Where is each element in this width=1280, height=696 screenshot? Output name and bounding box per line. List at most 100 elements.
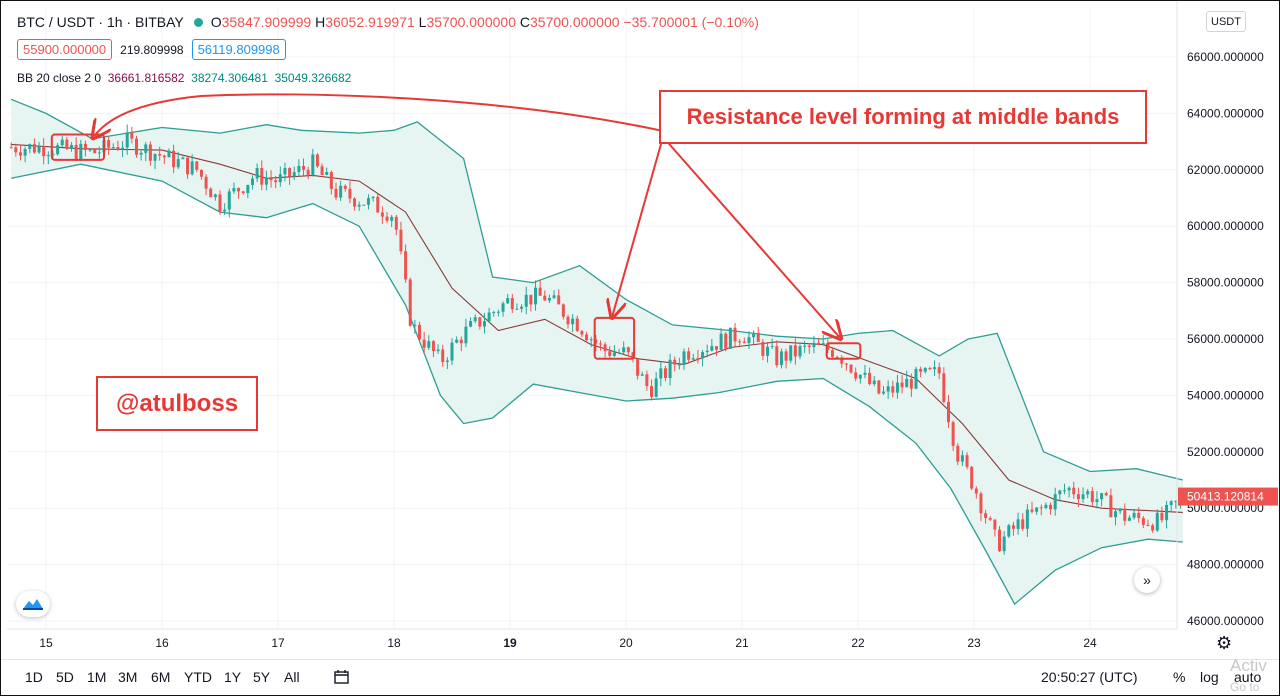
candle-body bbox=[227, 191, 231, 210]
candle-body bbox=[181, 157, 185, 160]
range-1y-button[interactable]: 1Y bbox=[224, 669, 242, 685]
candle-body bbox=[144, 144, 148, 153]
gear-icon[interactable]: ⚙ bbox=[1216, 633, 1233, 653]
buy-button[interactable]: 56119.809998 bbox=[191, 39, 286, 60]
candle-body bbox=[195, 161, 199, 170]
symbol-title[interactable]: BTC / USDT · 1h · BITBAY bbox=[17, 14, 184, 30]
candle-body bbox=[478, 317, 482, 327]
candle-body bbox=[612, 352, 616, 356]
candle-body bbox=[422, 339, 426, 348]
candle-body bbox=[366, 198, 370, 205]
candle-body bbox=[88, 149, 92, 151]
candle-body bbox=[107, 140, 111, 148]
candle-body bbox=[1155, 512, 1159, 531]
auto-toggle[interactable]: auto bbox=[1234, 669, 1262, 685]
candle-body bbox=[413, 324, 417, 326]
tradingview-logo-icon[interactable] bbox=[16, 591, 50, 617]
candle-body bbox=[496, 311, 500, 313]
currency-badge[interactable]: USDT bbox=[1206, 11, 1246, 32]
candle-body bbox=[1090, 491, 1094, 503]
candle-body bbox=[626, 347, 630, 353]
candle-body bbox=[974, 488, 978, 494]
candle-body bbox=[650, 386, 654, 397]
range-1d-button[interactable]: 1D bbox=[25, 669, 43, 685]
candle-body bbox=[779, 351, 783, 366]
candle-body bbox=[1123, 508, 1127, 521]
candle-body bbox=[598, 343, 602, 345]
range-1m-button[interactable]: 1M bbox=[87, 669, 107, 685]
percent-toggle[interactable]: % bbox=[1173, 669, 1186, 685]
candle-body bbox=[571, 318, 575, 325]
candle-body bbox=[984, 513, 988, 519]
indicator-legend[interactable]: BB 20 close 2 0 36661.816582 38274.30648… bbox=[17, 71, 351, 85]
sell-button[interactable]: 55900.000000 bbox=[17, 39, 113, 60]
candle-body bbox=[942, 373, 946, 402]
candle-body bbox=[176, 159, 180, 168]
candle-body bbox=[1169, 501, 1173, 505]
log-toggle[interactable]: log bbox=[1200, 669, 1219, 685]
candle-body bbox=[167, 150, 171, 158]
candle-body bbox=[705, 350, 709, 353]
candle-body bbox=[956, 445, 960, 462]
price-tick-label: 54000.000000 bbox=[1187, 388, 1264, 402]
candle-body bbox=[854, 372, 858, 379]
range-5y-button[interactable]: 5Y bbox=[253, 669, 271, 685]
candle-body bbox=[1076, 494, 1080, 500]
candle-body bbox=[654, 378, 658, 397]
high-label: H bbox=[315, 14, 326, 30]
candle-body bbox=[1058, 490, 1062, 495]
trade-row: 55900.000000 219.809998 56119.809998 bbox=[17, 39, 286, 60]
price-tick-label: 64000.000000 bbox=[1187, 106, 1264, 120]
candle-body bbox=[116, 147, 120, 150]
candle-body bbox=[1146, 524, 1150, 526]
candle-body bbox=[134, 138, 138, 155]
candle-body bbox=[951, 422, 955, 446]
candle-body bbox=[733, 327, 737, 342]
candle-body bbox=[380, 212, 384, 217]
range-6m-button[interactable]: 6M bbox=[151, 669, 171, 685]
candle-body bbox=[742, 341, 746, 344]
scroll-right-icon[interactable]: » bbox=[1134, 567, 1160, 593]
last-price-badge bbox=[1178, 487, 1278, 506]
day-tick-label: 20 bbox=[619, 636, 633, 650]
candle-body bbox=[752, 332, 756, 338]
annotation-arrow bbox=[612, 136, 664, 316]
candle-body bbox=[835, 356, 839, 358]
candle-body bbox=[770, 346, 774, 348]
candle-body bbox=[1016, 519, 1020, 529]
candle-body bbox=[83, 143, 87, 151]
candle-body bbox=[965, 455, 969, 467]
candle-body bbox=[1039, 507, 1043, 509]
candle-body bbox=[594, 339, 598, 344]
candle-body bbox=[445, 360, 449, 362]
candle-body bbox=[376, 196, 380, 213]
candle-body bbox=[538, 287, 542, 296]
candle-body bbox=[65, 139, 69, 149]
utc-clock[interactable]: 20:50:27 (UTC) bbox=[1041, 669, 1138, 685]
highlight-box bbox=[825, 342, 862, 360]
candle-body bbox=[1137, 512, 1141, 519]
candle-body bbox=[566, 316, 570, 325]
candle-body bbox=[946, 401, 950, 423]
candle-body bbox=[882, 391, 886, 394]
range-5d-button[interactable]: 5D bbox=[56, 669, 74, 685]
range-all-button[interactable]: All bbox=[284, 669, 300, 685]
day-tick-label: 23 bbox=[967, 636, 981, 650]
candle-body bbox=[914, 368, 918, 389]
candle-body bbox=[306, 169, 310, 176]
range-ytd-button[interactable]: YTD bbox=[184, 669, 212, 685]
candle-body bbox=[580, 331, 584, 335]
candle-body bbox=[766, 346, 770, 356]
low-value: 35700.000000 bbox=[426, 14, 516, 30]
candle-body bbox=[1151, 525, 1155, 531]
candle-body bbox=[1030, 509, 1034, 512]
range-3m-button[interactable]: 3M bbox=[118, 669, 138, 685]
candle-body bbox=[993, 519, 997, 530]
candle-body bbox=[784, 351, 788, 361]
candle-body bbox=[840, 357, 844, 364]
candle-body bbox=[436, 349, 440, 352]
candle-body bbox=[482, 321, 486, 327]
candle-body bbox=[274, 180, 278, 183]
compare-range-icon[interactable] bbox=[333, 669, 351, 688]
